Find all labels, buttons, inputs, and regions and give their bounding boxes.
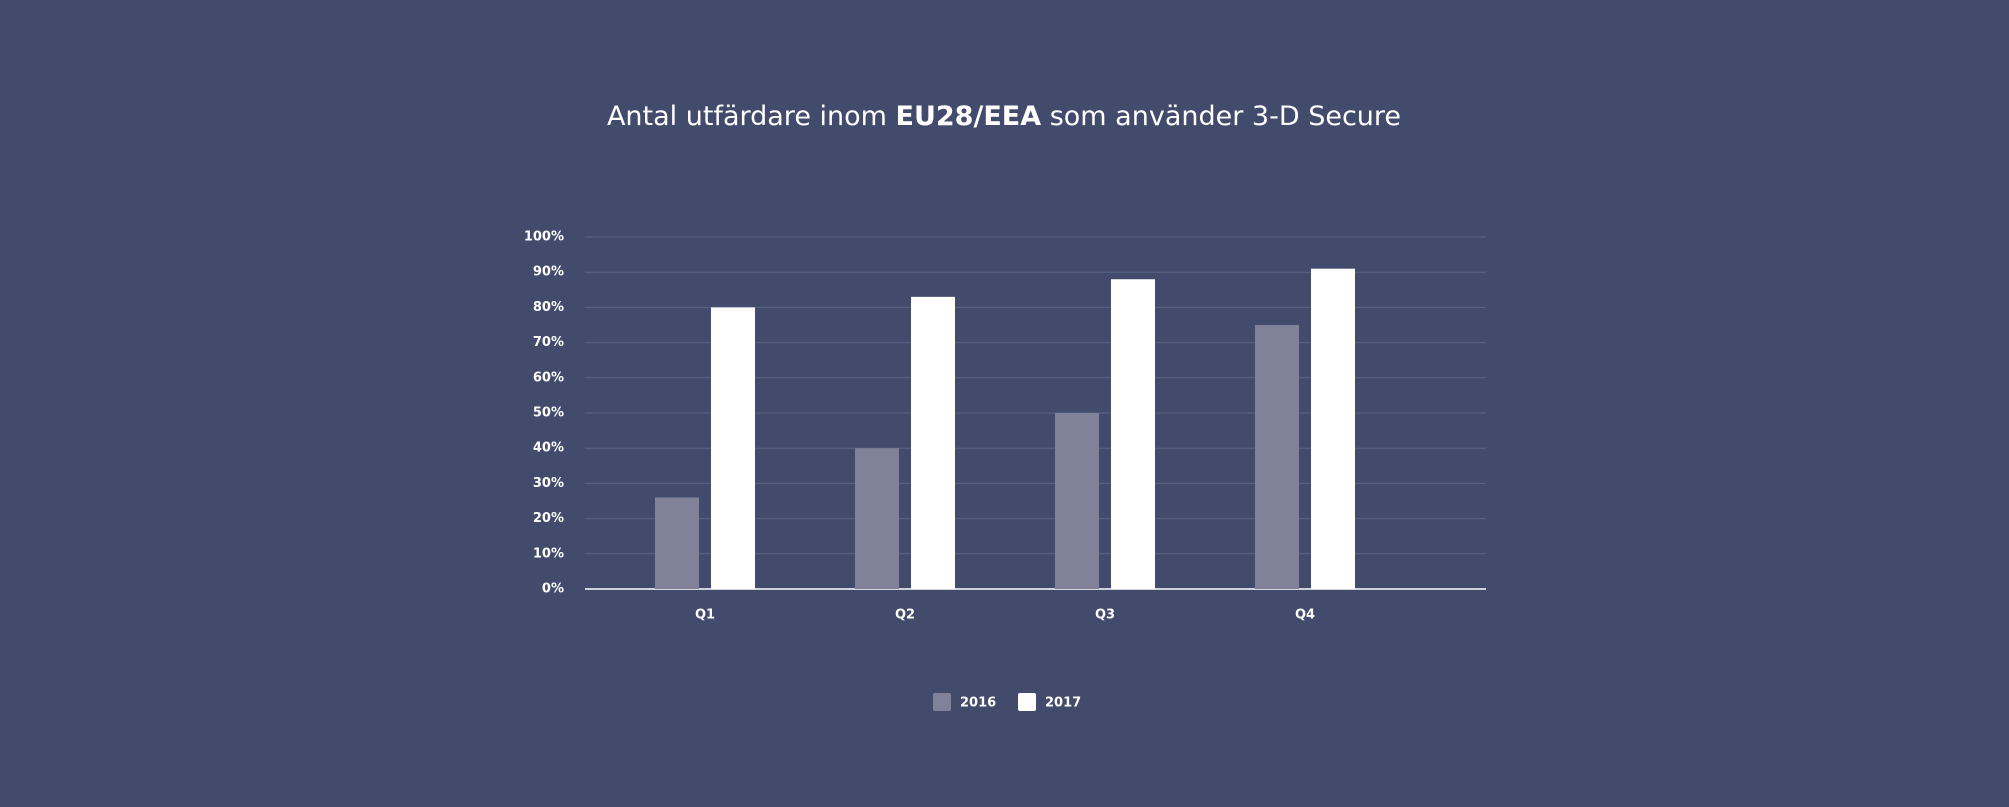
bar xyxy=(1255,325,1299,589)
bar xyxy=(711,307,755,589)
y-tick-label: 0% xyxy=(542,582,564,597)
y-tick-label: 70% xyxy=(533,335,564,350)
y-tick-label: 100% xyxy=(524,230,564,245)
legend-swatch xyxy=(933,693,951,711)
bar xyxy=(1311,268,1355,589)
bar xyxy=(655,497,699,589)
y-tick-label: 30% xyxy=(533,476,564,491)
y-tick-label: 60% xyxy=(533,370,564,385)
y-tick-label: 40% xyxy=(533,441,564,456)
title-part: EU28/EEA xyxy=(896,101,1042,132)
legend-label: 2017 xyxy=(1045,696,1081,711)
x-tick-label: Q3 xyxy=(1095,608,1115,623)
y-tick-label: 10% xyxy=(533,546,564,561)
y-tick-label: 50% xyxy=(533,406,564,421)
chart-title: Antal utfärdare inom EU28/EEA som använd… xyxy=(607,101,1401,132)
x-tick-label: Q2 xyxy=(895,608,915,623)
bar xyxy=(911,296,955,589)
bar xyxy=(855,448,899,589)
legend-label: 2016 xyxy=(960,696,996,711)
bar xyxy=(1055,413,1099,589)
x-tick-label: Q4 xyxy=(1295,608,1315,623)
title-part: som använder 3-D Secure xyxy=(1041,101,1401,132)
y-tick-label: 90% xyxy=(533,265,564,280)
bar xyxy=(1111,279,1155,589)
y-tick-label: 20% xyxy=(533,511,564,526)
y-tick-label: 80% xyxy=(533,300,564,315)
legend-swatch xyxy=(1018,693,1036,711)
title-part: Antal utfärdare inom xyxy=(607,101,896,132)
x-tick-label: Q1 xyxy=(695,608,715,623)
